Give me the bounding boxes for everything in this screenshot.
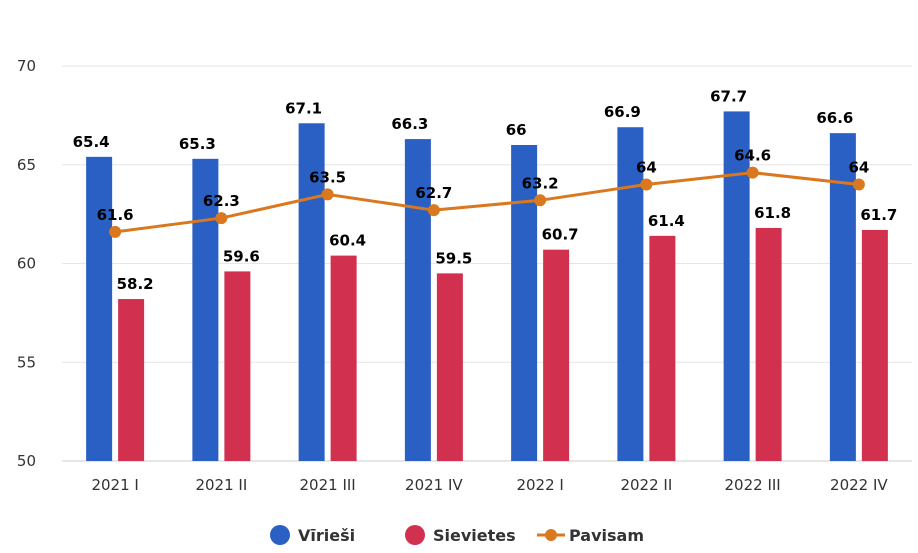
bar-sievietes [861,229,888,461]
bar-data-label: 65.4 [73,133,110,151]
bar-data-label: 61.4 [648,212,685,230]
bar-data-label: 61.7 [860,206,897,224]
bar-sievietes [224,271,251,461]
line-data-label: 63.5 [309,168,346,186]
bar-virieshi [829,133,856,461]
bar-virieshi [192,158,219,461]
x-axis-ticks: 2021 I 2021 II 2021 III 2021 IV 2022 I 2022 I… [91,476,888,494]
line-point [640,178,653,191]
line-point [852,178,865,191]
bar-data-label: 65.3 [179,135,216,153]
bar-data-label: 67.1 [285,99,322,117]
line-data-label: 61.6 [97,206,134,224]
x-tick-label: 2021 IV [405,476,463,494]
bar-data-label: 66.9 [604,103,641,121]
legend-label: Sievietes [433,526,516,545]
legend-marker [405,525,425,545]
data-labels: 65.4 58.2 65.3 59.6 67.1 60.4 66.3 59.5 66 60.7 66… [73,87,898,293]
line-point [321,188,334,201]
x-tick-label: 2022 I [516,476,563,494]
bar-data-label: 66.6 [816,109,853,127]
x-tick-label: 2022 III [725,476,781,494]
bar-virieshi [511,145,538,461]
bar-virieshi [404,139,431,461]
legend-marker [545,529,557,541]
x-tick-label: 2022 II [620,476,672,494]
bar-sievietes [755,227,782,461]
legend-marker [270,525,290,545]
bar-data-label: 60.4 [329,232,366,250]
legend-label: Vīrieši [298,526,355,545]
bar-data-label: 59.5 [435,249,472,267]
line-data-label: 62.7 [415,184,452,202]
bar-sievietes [543,249,570,461]
bar-virieshi [86,156,113,461]
legend-item[interactable]: Vīrieši [270,525,355,545]
legend-item[interactable]: Sievietes [405,525,516,545]
bar-data-label: 58.2 [117,275,154,293]
bar-data-label: 61.8 [754,204,791,222]
bar-virieshi [298,123,325,462]
bars [86,111,888,462]
bar-virieshi [723,111,750,462]
y-tick-label: 50 [17,452,36,470]
line-point [427,204,440,217]
bar-sievietes [330,255,357,461]
line-data-label: 64 [848,159,869,177]
bar-sievietes [649,235,676,461]
line-data-label: 63.2 [522,174,559,192]
line-data-label: 64.6 [734,147,771,165]
bar-data-label: 66 [506,121,527,139]
bar-data-label: 60.7 [542,226,579,244]
line-point [534,194,547,207]
y-tick-label: 65 [17,156,36,174]
line-series [109,166,865,238]
bar-sievietes [436,273,463,461]
y-tick-label: 70 [17,57,36,75]
x-tick-label: 2021 I [91,476,138,494]
line-point [215,212,228,225]
y-tick-label: 55 [17,353,36,371]
gridlines [62,65,912,462]
line-point [746,166,759,179]
x-tick-label: 2022 IV [830,476,888,494]
y-tick-label: 60 [17,255,36,273]
y-axis-ticks: 50 55 60 65 70 [17,57,36,470]
line-data-label: 64 [636,159,657,177]
legend-label: Pavisam [569,526,644,545]
x-tick-label: 2021 III [300,476,356,494]
bar-virieshi [617,127,644,461]
line-data-label: 62.3 [203,192,240,210]
bar-data-label: 66.3 [391,115,428,133]
line-point [109,225,122,238]
bar-sievietes [118,299,145,461]
legend: Vīrieši Sievietes Pavisam [270,525,644,545]
x-tick-label: 2021 II [195,476,247,494]
bar-data-label: 59.6 [223,247,260,265]
legend-item[interactable]: Pavisam [537,526,644,545]
line-pavisam [114,171,860,234]
bar-data-label: 67.7 [710,87,747,105]
